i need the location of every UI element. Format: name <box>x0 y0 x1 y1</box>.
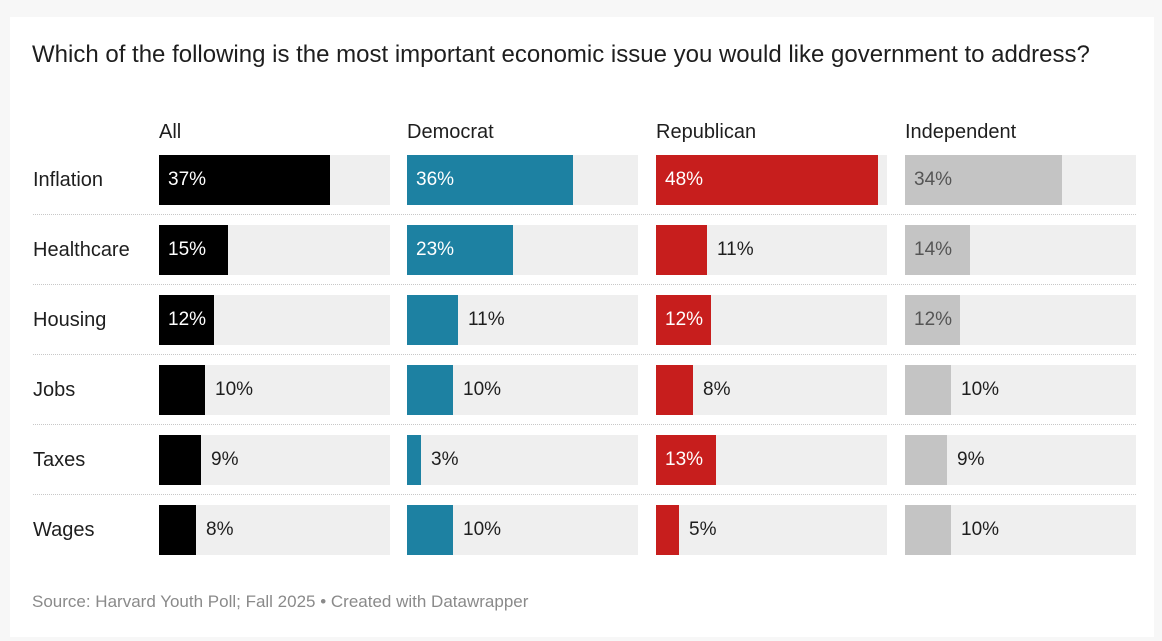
bar-all-wages <box>159 505 196 555</box>
bar-republican-housing <box>656 295 711 345</box>
row-label-taxes: Taxes <box>33 449 86 471</box>
bar-track: 11% <box>656 225 887 275</box>
value-label-democrat-jobs: 10% <box>463 379 502 400</box>
value-label-republican-taxes: 13% <box>665 449 704 470</box>
column-header-independent: Independent <box>905 121 1017 143</box>
bar-all-jobs <box>159 365 205 415</box>
bar-track: 12% <box>905 295 1136 345</box>
bar-track: 11% <box>407 295 638 345</box>
value-label-all-jobs: 10% <box>215 379 254 400</box>
bar-all-healthcare <box>159 225 228 275</box>
value-label-independent-healthcare: 14% <box>914 239 953 260</box>
row-label-housing: Housing <box>33 309 107 331</box>
value-label-all-wages: 8% <box>206 519 234 540</box>
bar-track: 36% <box>407 155 638 205</box>
bar-track: 8% <box>159 505 390 555</box>
bar-all-inflation <box>159 155 330 205</box>
bar-independent-housing <box>905 295 960 345</box>
bar-republican-jobs <box>656 365 693 415</box>
bar-track: 48% <box>656 155 887 205</box>
bar-all-housing <box>159 295 214 345</box>
column-header-republican: Republican <box>656 121 757 143</box>
value-label-republican-jobs: 8% <box>703 379 731 400</box>
bar-independent-healthcare <box>905 225 970 275</box>
bar-track: 10% <box>159 365 390 415</box>
bar-republican-taxes <box>656 435 716 485</box>
bar-republican-wages <box>656 505 679 555</box>
bar-track: 34% <box>905 155 1136 205</box>
row-label-healthcare: Healthcare <box>33 239 130 261</box>
bar-democrat-taxes <box>407 435 421 485</box>
bar-democrat-healthcare <box>407 225 513 275</box>
bar-independent-jobs <box>905 365 951 415</box>
bar-all-taxes <box>159 435 201 485</box>
value-label-republican-housing: 12% <box>665 309 704 330</box>
value-label-independent-inflation: 34% <box>914 169 953 190</box>
bar-independent-wages <box>905 505 951 555</box>
value-label-republican-inflation: 48% <box>665 169 704 190</box>
column-header-democrat: Democrat <box>407 121 494 143</box>
row-separator <box>33 214 1136 215</box>
row-separator <box>33 284 1136 285</box>
row-label-jobs: Jobs <box>33 379 76 401</box>
value-label-independent-housing: 12% <box>914 309 953 330</box>
bar-track: 12% <box>656 295 887 345</box>
bar-republican-healthcare <box>656 225 707 275</box>
row-label-inflation: Inflation <box>33 169 104 191</box>
chart-source: Source: Harvard Youth Poll; Fall 2025 • … <box>32 592 529 611</box>
bar-democrat-housing <box>407 295 458 345</box>
value-label-all-taxes: 9% <box>211 449 239 470</box>
bar-track: 9% <box>905 435 1136 485</box>
bar-track: 9% <box>159 435 390 485</box>
row-separator <box>33 494 1136 495</box>
bar-democrat-inflation <box>407 155 573 205</box>
bar-democrat-wages <box>407 505 453 555</box>
bar-democrat-jobs <box>407 365 453 415</box>
value-label-democrat-wages: 10% <box>463 519 502 540</box>
value-label-democrat-taxes: 3% <box>431 449 459 470</box>
bar-track: 3% <box>407 435 638 485</box>
bar-track: 12% <box>159 295 390 345</box>
bar-track: 10% <box>905 505 1136 555</box>
value-label-independent-taxes: 9% <box>957 449 985 470</box>
bar-republican-inflation <box>656 155 878 205</box>
bar-track: 23% <box>407 225 638 275</box>
bar-track: 10% <box>407 365 638 415</box>
bar-independent-taxes <box>905 435 947 485</box>
bar-track: 10% <box>905 365 1136 415</box>
bar-track: 13% <box>656 435 887 485</box>
row-separator <box>33 424 1136 425</box>
bar-track: 14% <box>905 225 1136 275</box>
bar-independent-inflation <box>905 155 1062 205</box>
chart-card: Which of the following is the most impor… <box>10 17 1154 637</box>
chart-title: Which of the following is the most impor… <box>32 41 1090 68</box>
value-label-democrat-healthcare: 23% <box>416 239 455 260</box>
value-label-all-inflation: 37% <box>168 169 207 190</box>
row-separator <box>33 354 1136 355</box>
value-label-all-healthcare: 15% <box>168 239 207 260</box>
value-label-all-housing: 12% <box>168 309 207 330</box>
bar-track: 10% <box>407 505 638 555</box>
value-label-democrat-inflation: 36% <box>416 169 455 190</box>
row-label-wages: Wages <box>33 519 95 541</box>
value-label-independent-wages: 10% <box>961 519 1000 540</box>
value-label-republican-healthcare: 11% <box>717 239 754 260</box>
bar-track: 37% <box>159 155 390 205</box>
bar-track: 15% <box>159 225 390 275</box>
value-label-republican-wages: 5% <box>689 519 717 540</box>
bar-track: 8% <box>656 365 887 415</box>
value-label-independent-jobs: 10% <box>961 379 1000 400</box>
column-header-all: All <box>159 121 182 143</box>
bar-track: 5% <box>656 505 887 555</box>
value-label-democrat-housing: 11% <box>468 309 505 330</box>
